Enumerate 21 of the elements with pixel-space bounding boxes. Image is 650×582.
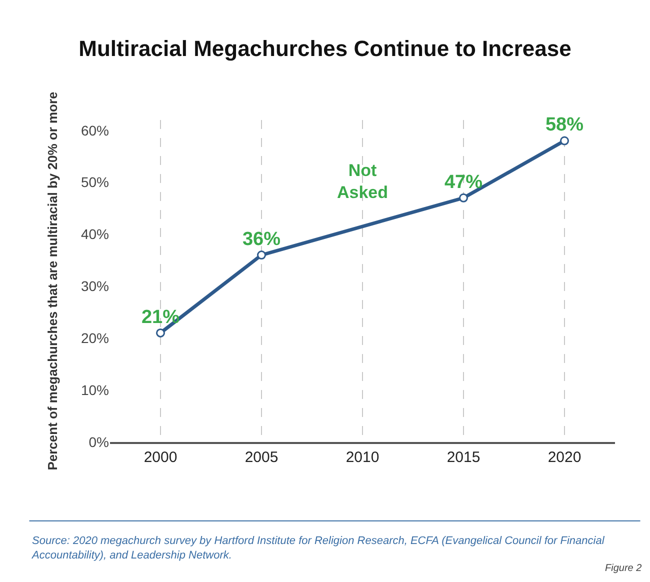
y-tick-label: 60% bbox=[80, 122, 109, 138]
data-label: 58% bbox=[545, 114, 584, 136]
annotation: Not Asked bbox=[337, 161, 388, 202]
x-tick-label: 2005 bbox=[244, 448, 278, 466]
y-tick-label: 0% bbox=[88, 434, 109, 450]
data-label: 36% bbox=[242, 228, 281, 250]
caption: Figure 2 bbox=[605, 563, 642, 574]
x-tick-label: 2000 bbox=[144, 448, 178, 466]
data-label: 21% bbox=[141, 306, 180, 328]
x-tick-label: 2010 bbox=[346, 448, 380, 466]
y-tick-label: 40% bbox=[80, 226, 109, 242]
y-tick-label: 50% bbox=[80, 174, 109, 190]
source-note: Source: 2020 megachurch survey by Hartford Institute for Religion Research, ECFA (Evangelical Council for Financial Accountability), and Leadership Network. bbox=[31, 535, 605, 562]
y-axis-title: Percent of megachurches that are multiracial by 20% or more bbox=[44, 92, 60, 470]
y-tick-label: 10% bbox=[80, 382, 109, 398]
x-tick-label: 2020 bbox=[548, 448, 582, 466]
data-label: 47% bbox=[444, 172, 483, 193]
y-tick-label: 20% bbox=[80, 330, 109, 346]
x-tick-label: 2015 bbox=[446, 448, 480, 466]
y-tick-label: 30% bbox=[80, 278, 109, 294]
chart-title: Multiracial Megachurches Continue to Increase bbox=[78, 36, 572, 62]
